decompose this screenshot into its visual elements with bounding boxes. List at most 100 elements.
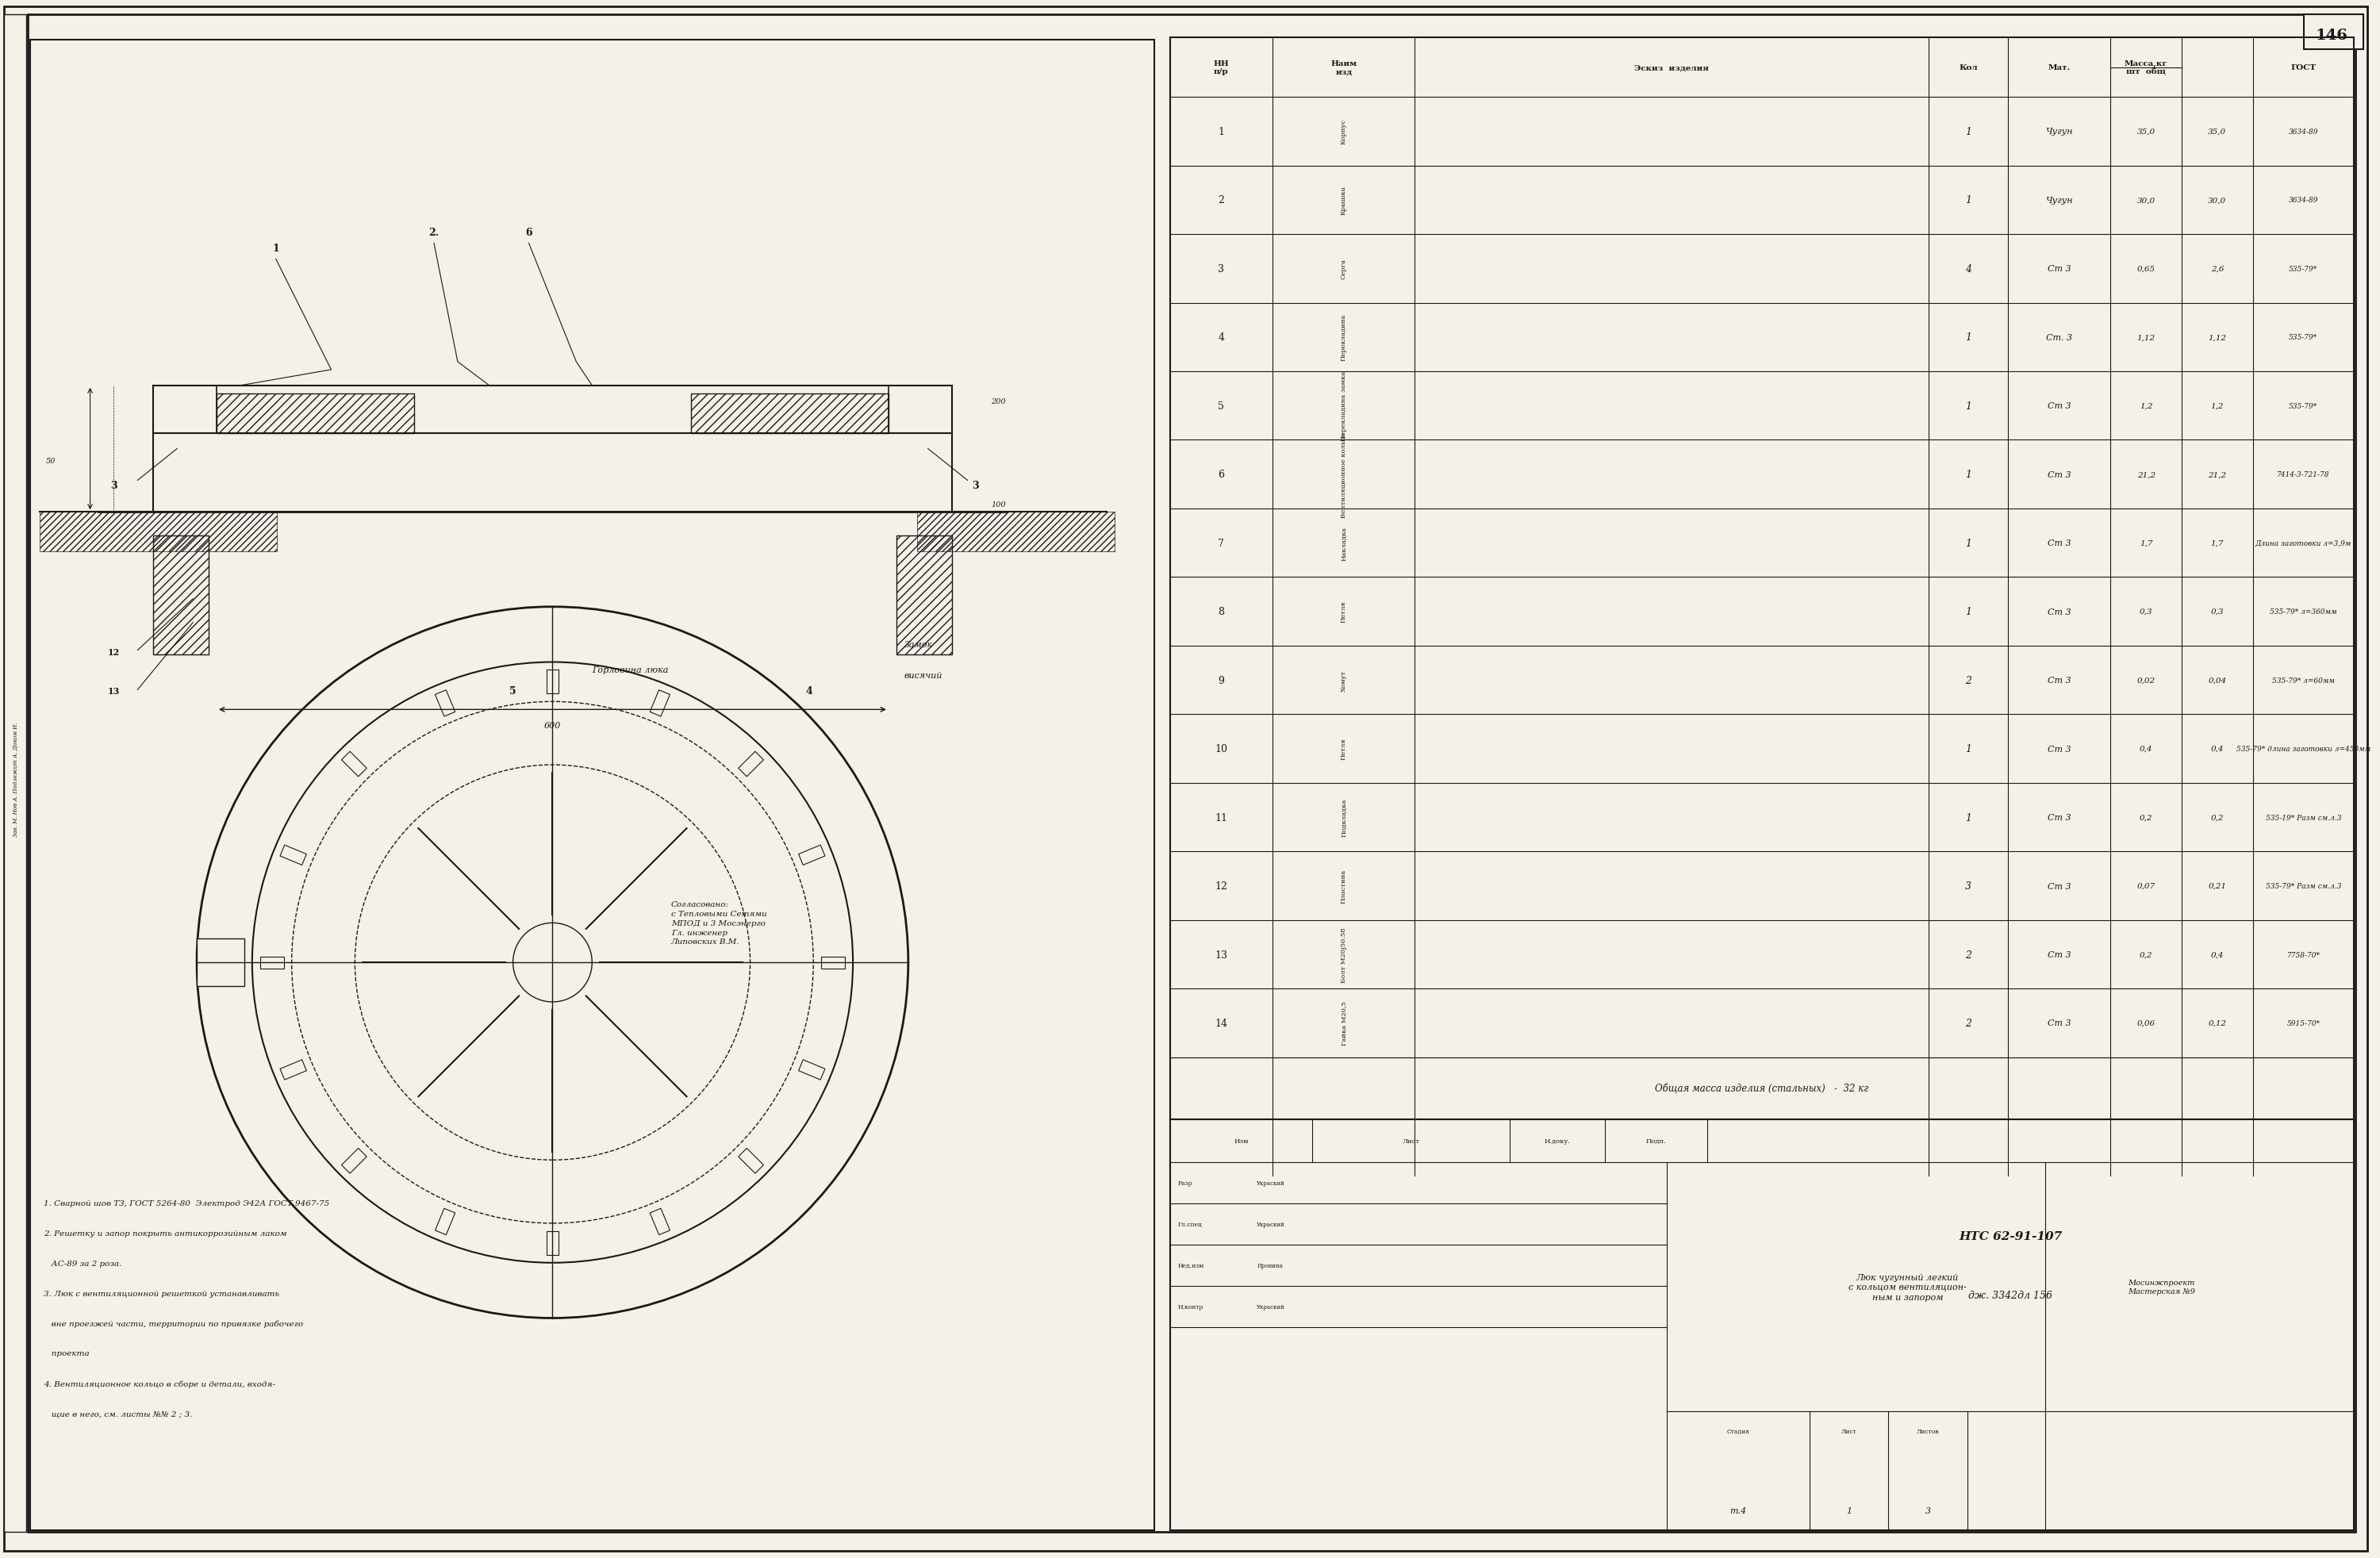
Text: Масса,кг
шт  общ: Масса,кг шт общ: [2125, 61, 2168, 76]
Text: 535-79* длина заготовки л=450мм: 535-79* длина заготовки л=450мм: [2237, 745, 2370, 753]
Text: 13: 13: [1214, 949, 1228, 960]
Text: 535-79* л=360мм: 535-79* л=360мм: [2271, 608, 2337, 615]
Text: 100: 100: [990, 502, 1007, 508]
Text: Вентиляционное кольцо: Вентиляционное кольцо: [1340, 432, 1347, 517]
Text: Эскиз  изделия: Эскиз изделия: [1635, 64, 1709, 72]
Text: Болт М20ј50.58: Болт М20ј50.58: [1340, 927, 1347, 982]
Text: Согласовано:
с Тепловыми Сетями
МПОД и 3 Мосэнерго
Гл. инженер
Липовских В.М.: Согласовано: с Тепловыми Сетями МПОД и 3…: [671, 901, 766, 946]
Text: Зав. М. Нов А. Подлежит А. Доком И.: Зав. М. Нов А. Подлежит А. Доком И.: [12, 721, 19, 837]
Text: 535-79*: 535-79*: [2290, 265, 2318, 273]
Text: Горловина люка: Горловина люка: [593, 667, 669, 675]
Text: 3: 3: [1966, 880, 1971, 891]
Text: 35,0: 35,0: [2209, 128, 2225, 136]
Text: 2: 2: [1966, 949, 1971, 960]
Text: Украский: Украский: [1257, 1221, 1285, 1228]
Text: 8: 8: [1219, 606, 1223, 617]
Text: 1: 1: [1966, 195, 1971, 206]
Text: Ст 3: Ст 3: [2047, 676, 2071, 684]
Text: Н.доку.: Н.доку.: [1545, 1137, 1571, 1144]
Text: Ст 3: Ст 3: [2047, 539, 2071, 547]
Text: 30,0: 30,0: [2209, 196, 2225, 204]
Text: Лист: Лист: [1842, 1429, 1856, 1435]
Text: 21,2: 21,2: [2137, 471, 2156, 478]
Bar: [259, 957, 283, 969]
Text: 0,2: 0,2: [2140, 813, 2152, 821]
Text: Изм: Изм: [1233, 1137, 1250, 1144]
Text: Ст 3: Ст 3: [2047, 745, 2071, 753]
Text: 535-19* Разм см.л.3: 535-19* Разм см.л.3: [2266, 813, 2342, 821]
Text: 9: 9: [1219, 675, 1223, 686]
Text: 12: 12: [1214, 880, 1228, 891]
Text: 535-79* л=60мм: 535-79* л=60мм: [2273, 676, 2335, 684]
Text: Замок: Замок: [904, 640, 933, 648]
Text: 535-79* Разм см.л.3: 535-79* Разм см.л.3: [2266, 882, 2342, 890]
Bar: [738, 753, 764, 777]
Text: 1. Сварной шов Т3, ГОСТ 5264-80  Электрод Э42А ГОСТ 9467-75: 1. Сварной шов Т3, ГОСТ 5264-80 Электрод…: [43, 1200, 328, 1207]
Text: вне проезжей части, территории по привязке рабочего: вне проезжей части, территории по привяз…: [43, 1320, 302, 1327]
Text: Ст 3: Ст 3: [2047, 471, 2071, 478]
Text: 1: 1: [271, 243, 278, 254]
Bar: [5, 14, 26, 1532]
Text: 7758-70*: 7758-70*: [2287, 950, 2320, 958]
Text: Гл.спец: Гл.спец: [1178, 1221, 1202, 1228]
Text: 6: 6: [526, 227, 533, 238]
Text: 2: 2: [1966, 675, 1971, 686]
Text: 10: 10: [1214, 743, 1228, 754]
Text: 4. Вентиляционное кольцо в сборе и детали, входя-: 4. Вентиляционное кольцо в сборе и детал…: [43, 1380, 276, 1387]
Text: 3: 3: [1219, 263, 1223, 274]
Bar: [31, 41, 1154, 1530]
Text: 200: 200: [990, 399, 1007, 405]
Text: 5915-70*: 5915-70*: [2287, 1019, 2320, 1027]
Text: щие в него, см. листы №№ 2 ; 3.: щие в него, см. листы №№ 2 ; 3.: [43, 1410, 193, 1416]
Bar: [281, 1059, 307, 1080]
Text: 2,6: 2,6: [2211, 265, 2223, 273]
Text: 0,12: 0,12: [2209, 1019, 2225, 1027]
Text: Хомут: Хомут: [1340, 670, 1347, 692]
Text: 146: 146: [2316, 30, 2349, 44]
Text: 1: 1: [1966, 469, 1971, 480]
Text: 1: 1: [1966, 812, 1971, 823]
Text: Чугун: Чугун: [2044, 196, 2073, 204]
Bar: [2304, 14, 2363, 50]
Text: 0,2: 0,2: [2211, 813, 2223, 821]
Bar: [800, 846, 826, 865]
Text: 0,06: 0,06: [2137, 1019, 2156, 1027]
Text: 0,02: 0,02: [2137, 676, 2156, 684]
Text: Кол: Кол: [1959, 64, 1978, 72]
Bar: [217, 394, 414, 433]
Text: 0,07: 0,07: [2137, 882, 2156, 890]
Text: Накладка: Накладка: [1340, 527, 1347, 561]
Text: 0,4: 0,4: [2211, 745, 2223, 753]
Text: ГОСТ: ГОСТ: [2290, 64, 2316, 72]
Bar: [40, 513, 276, 552]
Text: Серга: Серга: [1340, 259, 1347, 279]
Text: Пластина: Пластина: [1340, 869, 1347, 904]
Text: Перекладина замка: Перекладина замка: [1340, 371, 1347, 441]
Text: Люк чугунный легкий
с кольцом вентиляцион-
ным и запором: Люк чугунный легкий с кольцом вентиляцио…: [1849, 1273, 1966, 1301]
Text: 2. Решетку и запор покрыть антикоррозийным лаком: 2. Решетку и запор покрыть антикоррозийн…: [43, 1229, 286, 1237]
Text: 1,12: 1,12: [2137, 333, 2156, 341]
Text: 13: 13: [107, 687, 119, 696]
Bar: [152, 536, 209, 654]
Text: Перекладина: Перекладина: [1340, 315, 1347, 361]
Text: Подкладка: Подкладка: [1340, 798, 1347, 837]
Text: 50: 50: [45, 458, 55, 464]
Bar: [650, 690, 669, 717]
Text: 2.: 2.: [428, 227, 440, 238]
Text: Ст 3: Ст 3: [2047, 265, 2071, 273]
Text: проекта: проекта: [43, 1349, 88, 1357]
Text: Мат.: Мат.: [2047, 64, 2071, 72]
Text: Общая масса изделия (стальных)   -  32 кг: Общая масса изделия (стальных) - 32 кг: [1654, 1083, 1868, 1094]
Text: Чугун: Чугун: [2044, 128, 2073, 136]
Text: Наим
изд: Наим изд: [1330, 61, 1357, 76]
Bar: [217, 386, 888, 433]
Text: 1,7: 1,7: [2140, 539, 2152, 547]
Text: 1: 1: [1966, 400, 1971, 411]
Text: 12: 12: [107, 648, 119, 656]
Text: 535-79*: 535-79*: [2290, 402, 2318, 410]
Text: 1: 1: [1847, 1507, 1852, 1514]
Text: Ст 3: Ст 3: [2047, 608, 2071, 615]
Text: т.4: т.4: [1730, 1507, 1747, 1514]
Text: 3. Люк с вентиляционной решеткой устанавливать: 3. Люк с вентиляционной решеткой устанав…: [43, 1290, 278, 1296]
Text: Гайка М20,5: Гайка М20,5: [1340, 1002, 1347, 1045]
